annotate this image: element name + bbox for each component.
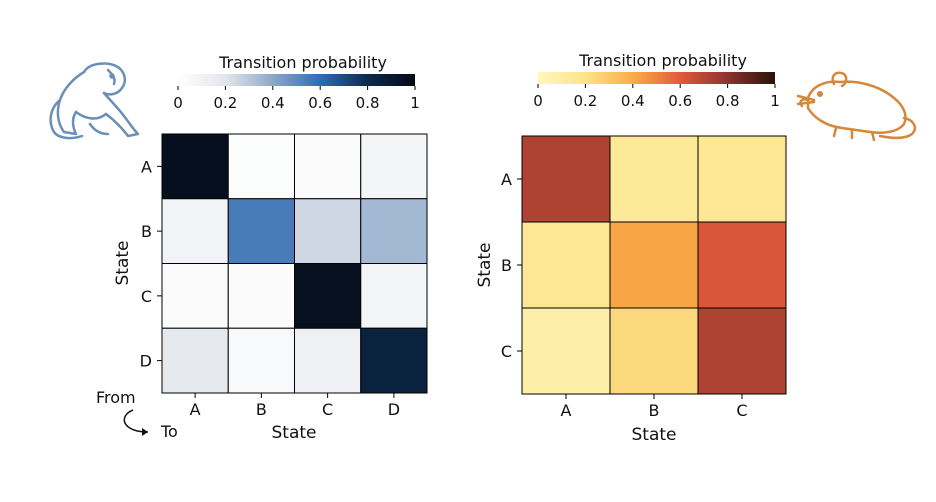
right-cell-A-B (609, 135, 699, 223)
left-y-tick-label: B (141, 222, 152, 241)
left-x-tick-label: C (322, 400, 333, 419)
from-label: From (96, 388, 136, 407)
left-cell-B-A (161, 198, 229, 264)
right-x-ticks: A B C (561, 394, 748, 420)
right-cell-C-B (609, 307, 699, 395)
left-colorbar-tick-label: 0.8 (356, 94, 380, 112)
left-colorbar-tick-label: 0.6 (308, 94, 332, 112)
left-cell-C-B (227, 263, 295, 329)
left-colorbar-tick-label: 0.4 (261, 94, 285, 112)
right-x-tick-label: A (561, 401, 572, 420)
right-y-tick-label: A (501, 170, 512, 189)
left-y-tick-label: A (141, 157, 152, 176)
left-colorbar-tick-label: 1 (410, 94, 420, 112)
right-colorbar-tick-label: 0.4 (621, 92, 645, 110)
right-heatmap-chart: Transition probability 0 0.2 0.4 0.6 0.8 1 A B… (475, 51, 787, 445)
right-cell-B-A (521, 221, 611, 309)
right-heatmap-cells (521, 135, 787, 395)
left-cell-A-A (161, 133, 229, 200)
from-to-annotation: From To (96, 388, 178, 441)
left-cell-A-C (294, 133, 362, 200)
right-y-ticks: A B C (501, 170, 522, 361)
right-cell-A-A (521, 135, 611, 223)
arrow-head-icon (142, 428, 148, 436)
right-colorbar-tick-label: 0.2 (573, 92, 597, 110)
right-y-tick-label: C (501, 342, 512, 361)
right-cell-B-C (697, 221, 787, 309)
left-cell-D-C (294, 327, 362, 394)
left-colorbar-title: Transition probability (218, 53, 387, 72)
left-cell-B-C (294, 198, 362, 264)
left-colorbar-ticks: 0 0.2 0.4 0.6 0.8 1 (173, 86, 420, 112)
left-cell-C-A (161, 263, 229, 329)
right-x-tick-label: B (649, 401, 660, 420)
monkey-icon (49, 62, 140, 140)
left-cell-C-C (294, 263, 362, 329)
left-x-tick-label: A (190, 400, 201, 419)
left-cell-C-D (360, 263, 428, 329)
left-x-ticks: A B C D (190, 393, 400, 419)
right-colorbar (538, 72, 775, 84)
right-colorbar-tick-label: 0.6 (668, 92, 692, 110)
curved-arrow-icon (123, 409, 149, 433)
left-cell-D-A (161, 327, 229, 394)
right-cell-C-A (521, 307, 611, 395)
right-y-axis-label: State (475, 243, 495, 288)
left-y-tick-label: D (140, 352, 152, 371)
left-cell-B-B (227, 198, 295, 264)
left-y-axis-label: State (113, 241, 133, 286)
right-cell-A-C (697, 135, 787, 223)
left-y-tick-label: C (141, 287, 152, 306)
left-cell-A-D (360, 133, 428, 200)
right-y-tick-label: B (501, 256, 512, 275)
right-cell-C-C (697, 307, 787, 395)
left-x-tick-label: D (388, 400, 400, 419)
left-heatmap-cells (161, 133, 428, 394)
left-cell-A-B (227, 133, 295, 200)
rat-icon (796, 71, 916, 142)
right-colorbar-title: Transition probability (578, 51, 747, 70)
left-y-ticks: A B C D (140, 157, 162, 371)
right-colorbar-tick-label: 1 (770, 92, 780, 110)
left-cell-D-B (227, 327, 295, 394)
right-cell-B-B (609, 221, 699, 309)
left-cell-D-D (360, 327, 428, 394)
left-colorbar-tick-label: 0 (173, 94, 183, 112)
to-label: To (160, 422, 178, 441)
right-x-axis-label: State (632, 425, 677, 445)
left-x-tick-label: B (256, 400, 267, 419)
left-heatmap-chart: Transition probability 0 0.2 0.4 0.6 0.8 1 A B… (113, 53, 428, 443)
right-colorbar-tick-label: 0 (533, 92, 543, 110)
right-colorbar-tick-label: 0.8 (716, 92, 740, 110)
left-colorbar (178, 74, 415, 86)
left-x-axis-label: State (272, 423, 317, 443)
left-cell-B-D (360, 198, 428, 264)
right-x-tick-label: C (736, 401, 747, 420)
right-colorbar-ticks: 0 0.2 0.4 0.6 0.8 1 (533, 84, 780, 110)
left-colorbar-tick-label: 0.2 (213, 94, 237, 112)
